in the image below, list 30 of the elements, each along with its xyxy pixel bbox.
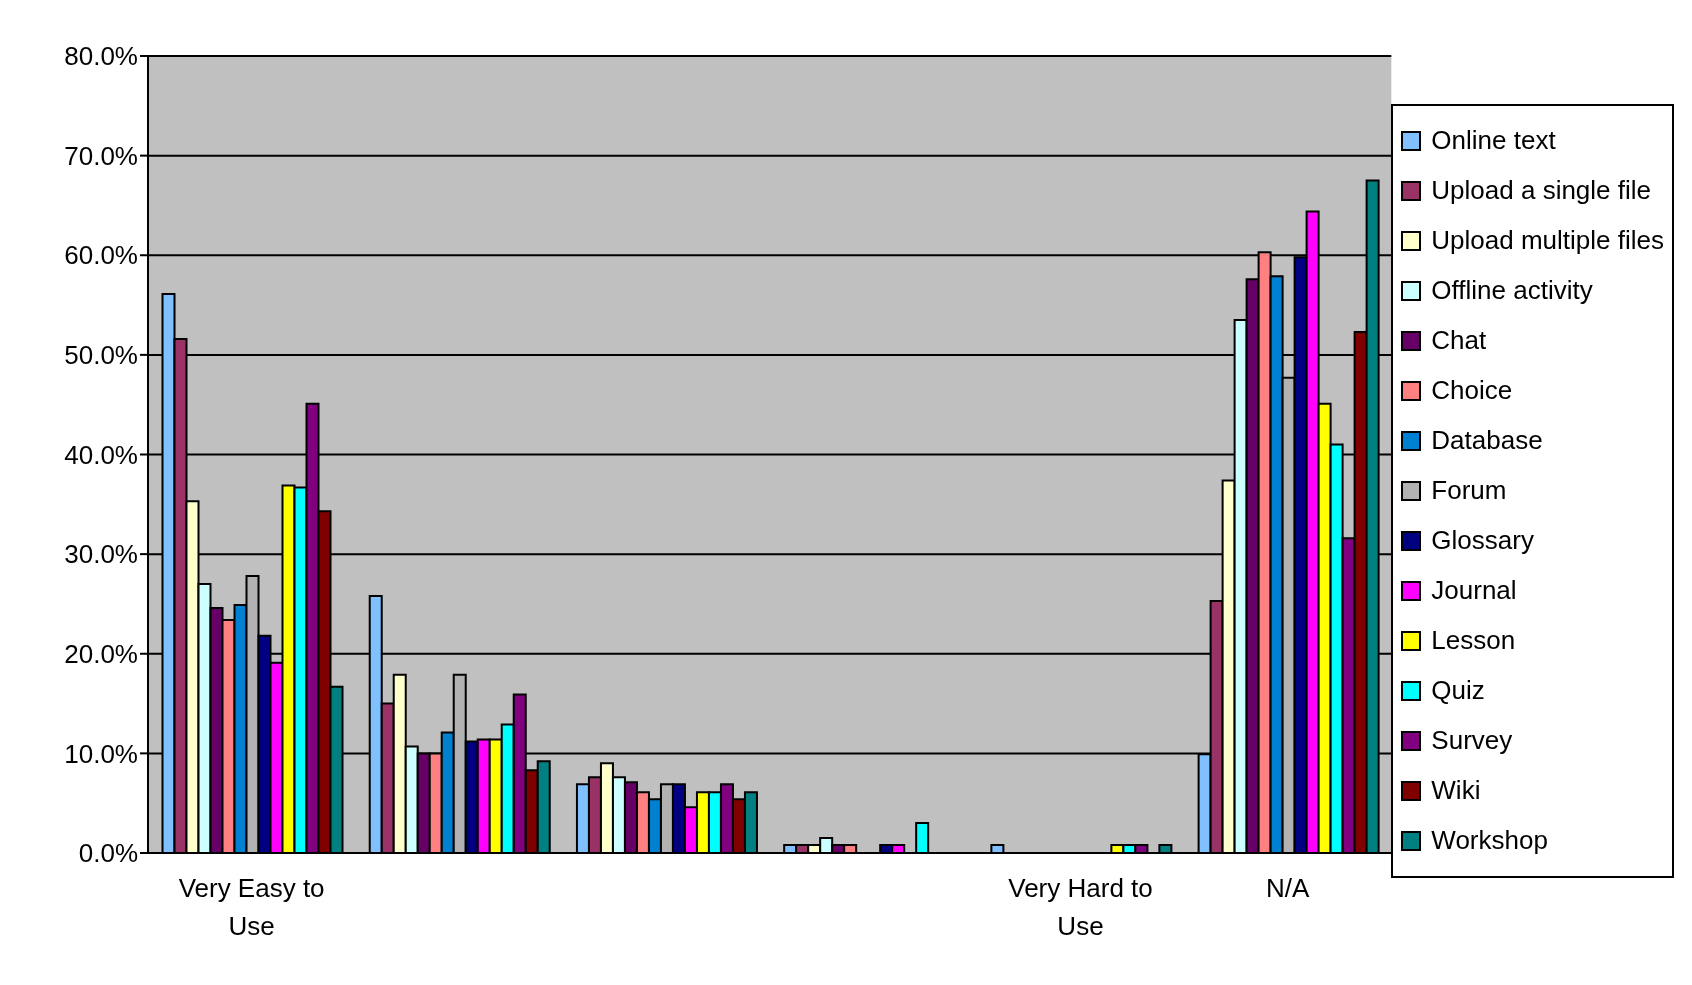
x-tick-label: N/A (1266, 873, 1311, 903)
legend-label: Online text (1431, 125, 1556, 156)
y-tick-label: 40.0% (64, 439, 138, 470)
bar (990, 844, 1005, 853)
legend-label: Lesson (1431, 625, 1516, 656)
y-tick-label: 80.0% (64, 41, 138, 72)
legend-label: Chat (1431, 325, 1487, 356)
legend-label: Wiki (1431, 775, 1481, 806)
legend-label: Survey (1431, 725, 1513, 756)
y-tick-label: 70.0% (64, 140, 138, 171)
legend-label: Workshop (1431, 825, 1548, 856)
y-tick-label: 10.0% (64, 738, 138, 769)
y-tick-label: 30.0% (64, 539, 138, 570)
legend-label: Offline activity (1431, 275, 1593, 306)
legend-label: Journal (1431, 575, 1517, 606)
x-tick-label: Very Hard to Use (1008, 873, 1153, 941)
y-tick-label: 0.0% (78, 838, 138, 869)
bar (1158, 844, 1173, 853)
bar (915, 822, 930, 853)
legend-label: Forum (1431, 475, 1507, 506)
legend-label: Quiz (1431, 675, 1485, 706)
legend-label: Upload a single file (1431, 175, 1652, 206)
y-tick-label: 60.0% (64, 240, 138, 271)
x-tick-label: Very Easy to Use (178, 873, 325, 941)
legend-label: Database (1431, 425, 1543, 456)
y-tick-label: 50.0% (64, 340, 138, 371)
legend-label: Glossary (1431, 525, 1534, 556)
legend-label: Choice (1431, 375, 1513, 406)
y-tick-label: 20.0% (64, 638, 138, 669)
legend-label: Upload multiple files (1431, 225, 1664, 256)
